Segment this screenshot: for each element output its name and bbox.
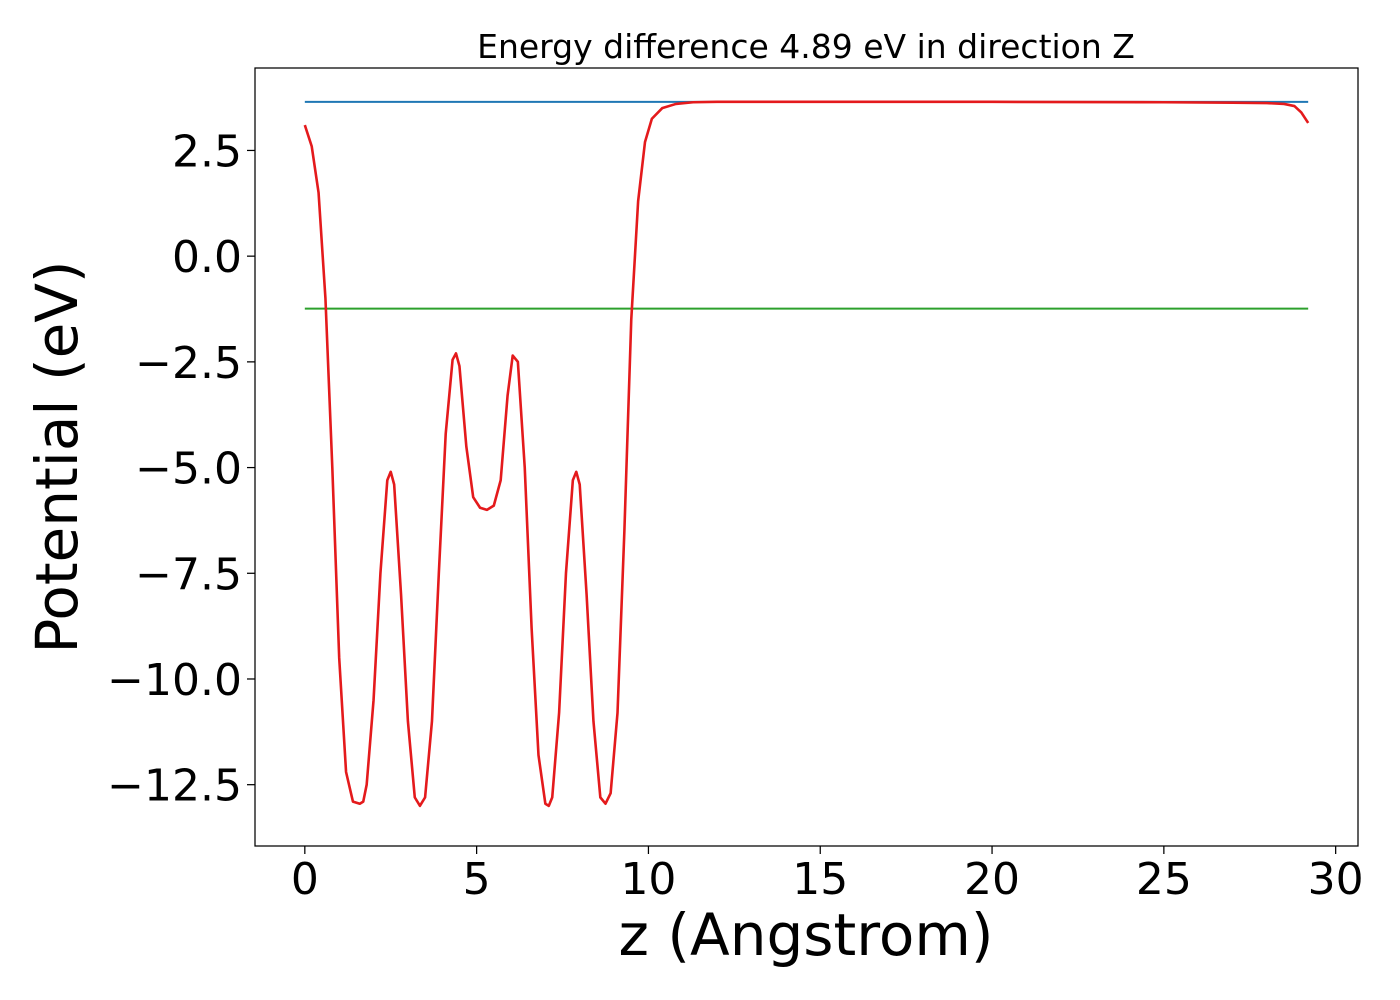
y-tick-label: −12.5 [107, 761, 242, 812]
y-tick-label: −10.0 [107, 655, 242, 706]
plot-frame [254, 67, 1359, 847]
y-tick-label: 0.0 [172, 232, 242, 283]
y-tick-label: 2.5 [172, 126, 242, 177]
x-axis: 0 5 10 15 20 25 30 [291, 846, 1364, 905]
series-line-2 [303, 100, 1310, 808]
x-tick-label: 25 [1136, 854, 1192, 905]
x-tick-label: 0 [291, 854, 319, 905]
y-axis: 2.5 0.0 −2.5 −5.0 −7.5 −10.0 −12.5 [107, 126, 255, 812]
series-layer [303, 100, 1310, 808]
y-tick-label: −2.5 [135, 338, 242, 389]
x-tick-label: 20 [964, 854, 1020, 905]
y-axis-label: Potential (eV) [23, 260, 91, 653]
chart-title: Energy difference 4.89 eV in direction Z [477, 27, 1135, 66]
y-tick-label: −7.5 [135, 549, 242, 600]
x-tick-label: 30 [1308, 854, 1364, 905]
x-tick-label: 5 [463, 854, 491, 905]
x-axis-label: z (Angstrom) [619, 901, 994, 969]
plot-area [254, 67, 1359, 847]
y-tick-label: −5.0 [135, 444, 242, 495]
x-tick-label: 15 [792, 854, 848, 905]
x-tick-label: 10 [620, 854, 676, 905]
